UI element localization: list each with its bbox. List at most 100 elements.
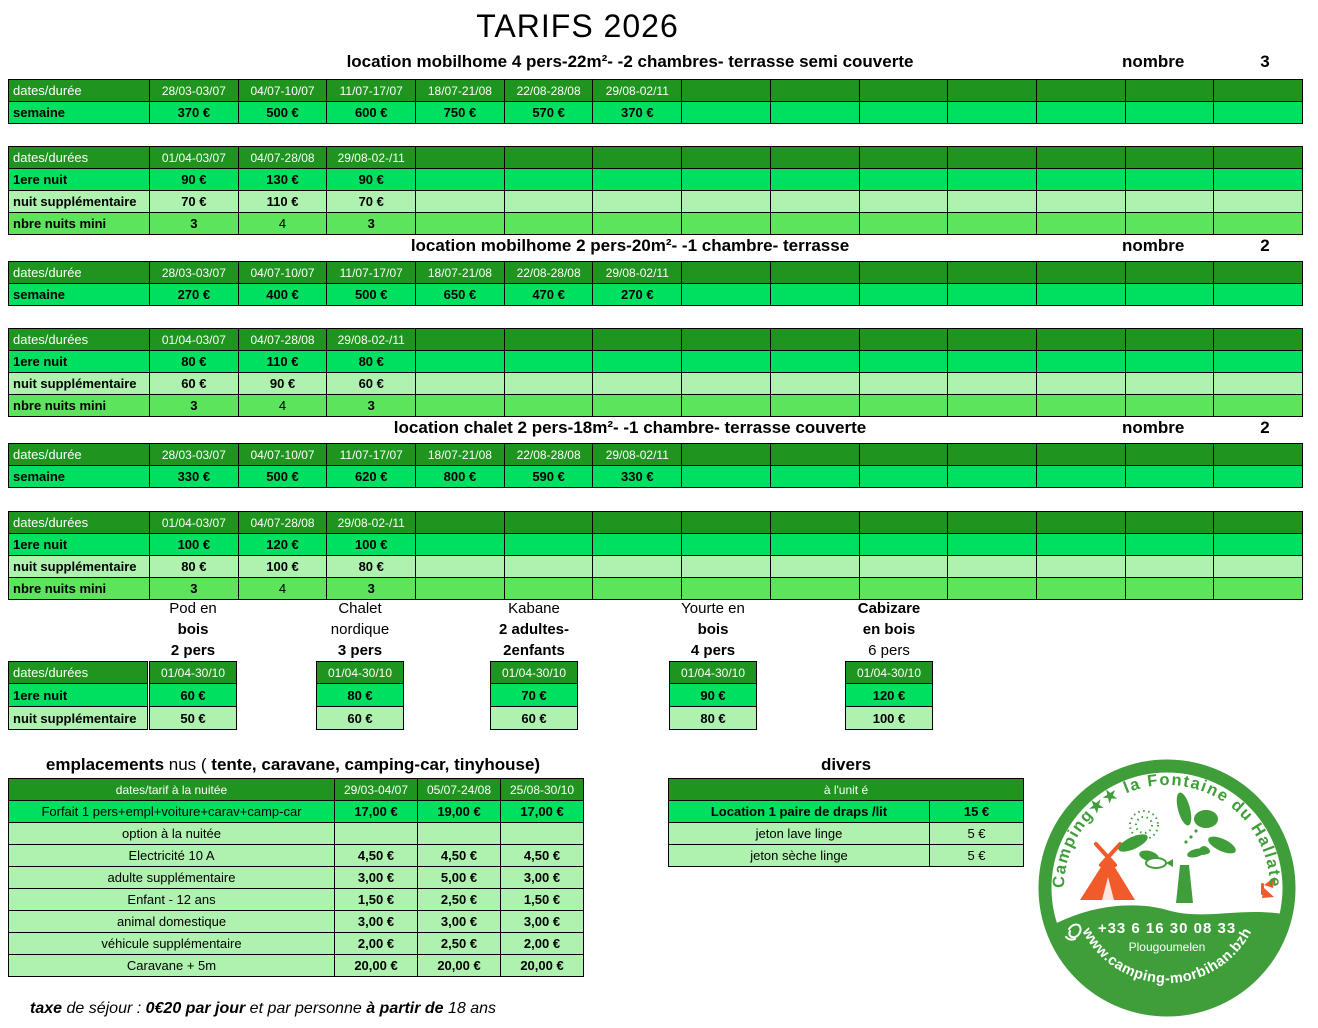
date-header: 01/04-30/10 <box>670 662 756 683</box>
unit-price-table: 01/04-30/10 120 €100 € <box>845 661 933 730</box>
price-cell: 500 € <box>238 102 327 123</box>
price-cell <box>682 578 770 599</box>
date-header <box>504 512 593 533</box>
price-cell <box>593 534 682 555</box>
date-header: 28/03-03/07 <box>150 80 238 101</box>
price-cell <box>1214 191 1302 212</box>
table-corner-header: dates/durées <box>9 662 147 683</box>
date-header: 01/04-03/07 <box>150 329 238 350</box>
price-cell <box>859 102 948 123</box>
date-header <box>504 329 593 350</box>
section-title-mobilhome-4p: location mobilhome 4 pers-22m²- -2 chamb… <box>346 52 914 71</box>
price-cell <box>948 556 1036 577</box>
price-cell <box>682 284 770 305</box>
date-header <box>770 444 859 465</box>
row-label: nuit supplémentaire <box>9 191 149 212</box>
price-cell <box>1214 169 1302 190</box>
price-cell <box>504 351 593 372</box>
price-cell: 5,00 € <box>418 867 500 888</box>
price-cell: 800 € <box>416 466 504 487</box>
price-cell: 60 € <box>327 373 416 394</box>
price-cell <box>682 373 770 394</box>
table-corner-header: dates/durée <box>9 80 149 101</box>
row-label: jeton sèche linge <box>669 845 929 866</box>
date-header: 01/04-30/10 <box>317 662 403 683</box>
date-header: 28/03-03/07 <box>150 262 238 283</box>
date-header <box>1214 147 1302 168</box>
price-cell: 330 € <box>593 466 682 487</box>
row-label: Caravane + 5m <box>9 955 334 976</box>
price-cell <box>416 395 504 416</box>
unit-title-line: 2enfants <box>503 642 565 659</box>
date-header <box>948 444 1036 465</box>
price-cell <box>948 395 1036 416</box>
text-segment: nus ( <box>168 755 212 774</box>
price-cell: 370 € <box>593 102 682 123</box>
row-label: jeton lave linge <box>669 823 929 844</box>
price-cell <box>1125 373 1214 394</box>
price-cell: 500 € <box>238 466 327 487</box>
row-label: nuit supplémentaire <box>9 556 149 577</box>
price-cell <box>859 373 948 394</box>
date-header <box>416 147 504 168</box>
table-corner-header: dates/durée <box>9 444 149 465</box>
date-header <box>593 512 682 533</box>
date-header <box>948 512 1036 533</box>
price-cell <box>593 556 682 577</box>
price-cell <box>859 556 948 577</box>
price-cell: 4 <box>238 578 327 599</box>
price-cell <box>948 534 1036 555</box>
price-cell: 80 € <box>150 556 238 577</box>
price-cell <box>770 578 859 599</box>
price-cell <box>1125 466 1214 487</box>
date-header: 29/08-02/11 <box>593 444 682 465</box>
date-header: 29/03-04/07 <box>335 779 417 800</box>
night-price-table-mobilhome-4p: dates/durées 01/04-03/07 04/07-28/08 29/08-… <box>8 146 1303 235</box>
price-cell <box>1125 284 1214 305</box>
price-cell: 2,00 € <box>501 933 583 954</box>
price-cell <box>682 351 770 372</box>
price-cell: 1,50 € <box>501 889 583 910</box>
price-cell: 3,00 € <box>501 911 583 932</box>
price-cell: 3 <box>327 213 416 234</box>
price-cell <box>948 169 1036 190</box>
unit-price-table: 01/04-30/10 80 €60 € <box>316 661 404 730</box>
price-cell <box>416 351 504 372</box>
unit-price-table: 01/04-30/10 70 €60 € <box>490 661 578 730</box>
price-cell: 400 € <box>238 284 327 305</box>
unit-title-line: bois <box>177 621 209 638</box>
unit-cabizare-en-bois: Cabizare en bois 6 pers 01/04-30/10 120 €10… <box>814 598 964 730</box>
nombre-value: 2 <box>1260 236 1270 255</box>
price-cell: 20,00 € <box>501 955 583 976</box>
extra-night-price: 50 € <box>150 707 236 729</box>
nombre-label: nombre <box>1122 236 1185 255</box>
emplacements-table: dates/tarif à la nuitée 29/03-04/07 05/07-… <box>8 778 584 977</box>
price-cell <box>682 395 770 416</box>
price-cell <box>1036 466 1125 487</box>
price-cell: 90 € <box>150 169 238 190</box>
price-cell: 80 € <box>327 556 416 577</box>
date-header: 01/04-30/10 <box>846 662 932 683</box>
unit-kabane: Kabane 2 adultes- 2enfants 01/04-30/10 70 €… <box>459 598 609 730</box>
price-cell <box>859 351 948 372</box>
row-label: véhicule supplémentaire <box>9 933 334 954</box>
date-header: 28/03-03/07 <box>150 444 238 465</box>
price-cell <box>1214 351 1302 372</box>
first-night-price: 120 € <box>846 684 932 706</box>
price-cell: 100 € <box>238 556 327 577</box>
first-night-price: 70 € <box>491 684 577 706</box>
camping-logo: Camping★★ la Fontaine du Hallate +33 6 1… <box>1038 759 1296 1017</box>
price-cell: 5 € <box>930 823 1023 844</box>
text-segment: taxe <box>30 1000 67 1017</box>
price-cell: 90 € <box>327 169 416 190</box>
date-header: 11/07-17/07 <box>327 80 416 101</box>
price-cell: 60 € <box>150 373 238 394</box>
date-header <box>504 147 593 168</box>
date-header <box>770 147 859 168</box>
tent-icon <box>1080 842 1135 900</box>
price-cell: 3 <box>150 578 238 599</box>
date-header <box>682 512 770 533</box>
price-cell <box>682 169 770 190</box>
price-cell: 15 € <box>930 801 1023 822</box>
